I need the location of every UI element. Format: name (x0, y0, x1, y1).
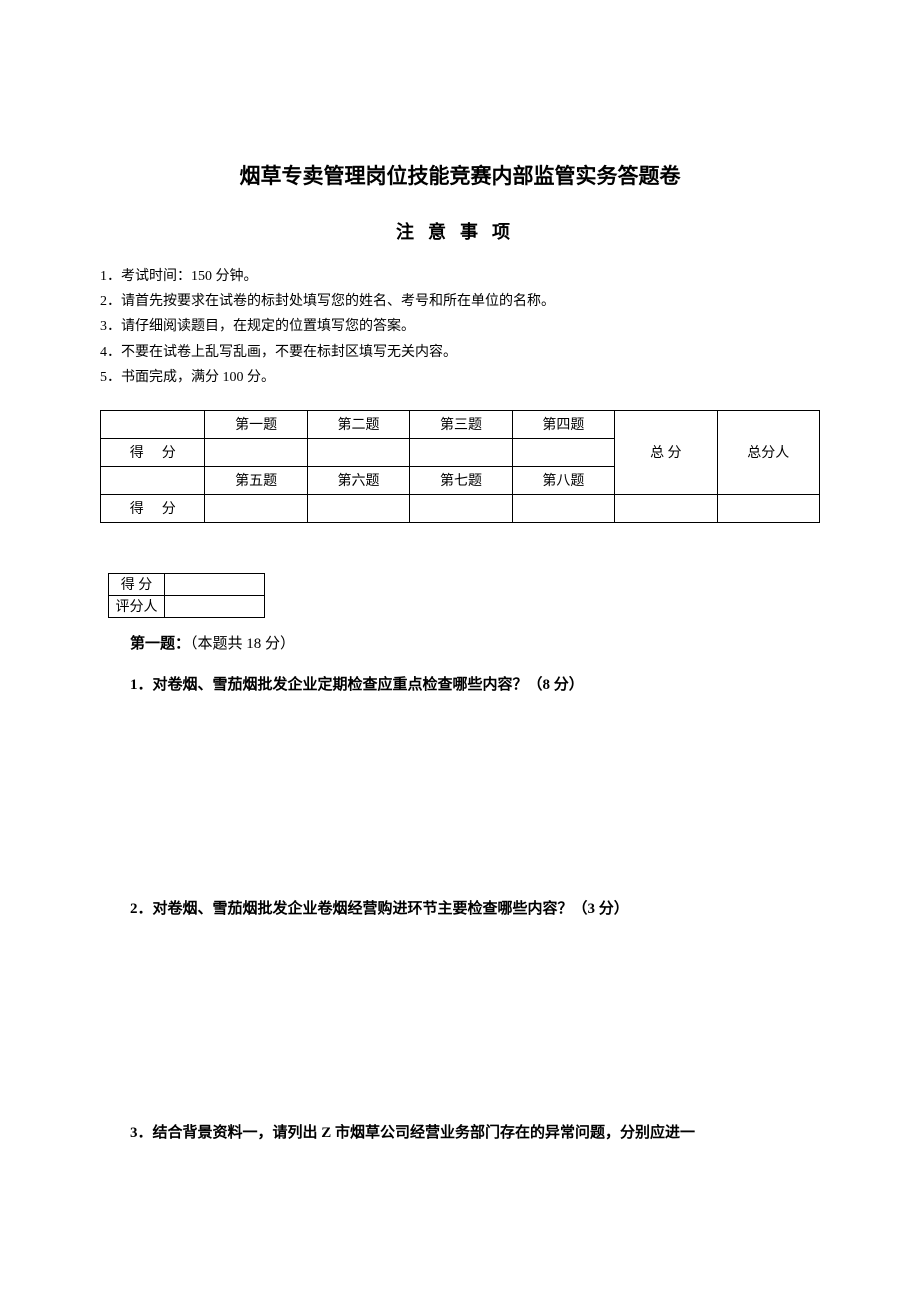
mini-grader-label: 评分人 (109, 595, 165, 617)
table-cell: 第三题 (410, 410, 512, 438)
question-points: （本题共 18 分） (190, 636, 295, 652)
mini-table-row: 评分人 (109, 595, 265, 617)
instruction-item: 2．请首先按要求在试卷的标封处填写您的姓名、考号和所在单位的名称。 (100, 289, 820, 314)
question-1-sub-2: 2．对卷烟、雪茄烟批发企业卷烟经营购进环节主要检查哪些内容？（3 分） (130, 897, 820, 921)
table-cell (101, 466, 205, 494)
instruction-item: 5．书面完成，满分 100 分。 (100, 365, 820, 390)
table-cell: 第一题 (205, 410, 307, 438)
instruction-item: 4．不要在试卷上乱写乱画，不要在标封区填写无关内容。 (100, 340, 820, 365)
instruction-item: 3．请仔细阅读题目，在规定的位置填写您的答案。 (100, 314, 820, 339)
table-header-row-1: 第一题 第二题 第三题 第四题 总 分 总分人 (101, 410, 820, 438)
instructions-block: 1．考试时间：150 分钟。 2．请首先按要求在试卷的标封处填写您的姓名、考号和… (100, 264, 820, 390)
mini-grader-value (165, 595, 265, 617)
table-cell (101, 410, 205, 438)
mini-score-value (165, 573, 265, 595)
question-1-sub-1: 1．对卷烟、雪茄烟批发企业定期检查应重点检查哪些内容？（8 分） (130, 673, 820, 697)
table-cell (615, 494, 717, 522)
table-cell: 第八题 (512, 466, 614, 494)
notice-subtitle: 注意事项 (100, 218, 820, 244)
question-1-sub-3: 3．结合背景资料一，请列出 Z 市烟草公司经营业务部门存在的异常问题，分别应进一 (130, 1121, 820, 1145)
score-label-cell: 得分 (101, 494, 205, 522)
instruction-item: 1．考试时间：150 分钟。 (100, 264, 820, 289)
table-cell: 总 分 (615, 410, 717, 494)
table-cell: 第七题 (410, 466, 512, 494)
table-cell (512, 494, 614, 522)
table-cell (307, 438, 409, 466)
table-cell: 总分人 (717, 410, 819, 494)
table-cell (205, 494, 307, 522)
table-cell (410, 494, 512, 522)
table-cell (205, 438, 307, 466)
table-score-row-2: 得分 (101, 494, 820, 522)
table-cell: 第五题 (205, 466, 307, 494)
table-cell (410, 438, 512, 466)
exam-title: 烟草专卖管理岗位技能竞赛内部监管实务答题卷 (100, 160, 820, 190)
score-label-cell: 得分 (101, 438, 205, 466)
mini-score-label: 得 分 (109, 573, 165, 595)
table-cell: 第四题 (512, 410, 614, 438)
question-label: 第一题： (130, 636, 190, 652)
table-cell: 第六题 (307, 466, 409, 494)
question-1-heading: 第一题：（本题共 18 分） (130, 632, 820, 653)
table-cell (717, 494, 819, 522)
question-score-box: 得 分 评分人 (108, 573, 265, 618)
score-summary-table: 第一题 第二题 第三题 第四题 总 分 总分人 得分 第五题 第六题 第七题 第… (100, 410, 820, 523)
mini-table-row: 得 分 (109, 573, 265, 595)
table-cell: 第二题 (307, 410, 409, 438)
table-cell (512, 438, 614, 466)
table-cell (307, 494, 409, 522)
